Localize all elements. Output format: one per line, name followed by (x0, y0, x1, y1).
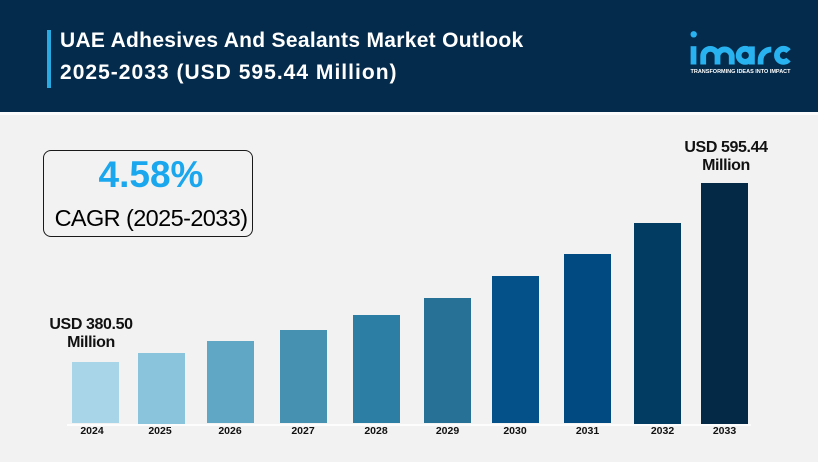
svg-text:TRANSFORMING IDEAS INTO IMPACT: TRANSFORMING IDEAS INTO IMPACT (691, 69, 791, 75)
